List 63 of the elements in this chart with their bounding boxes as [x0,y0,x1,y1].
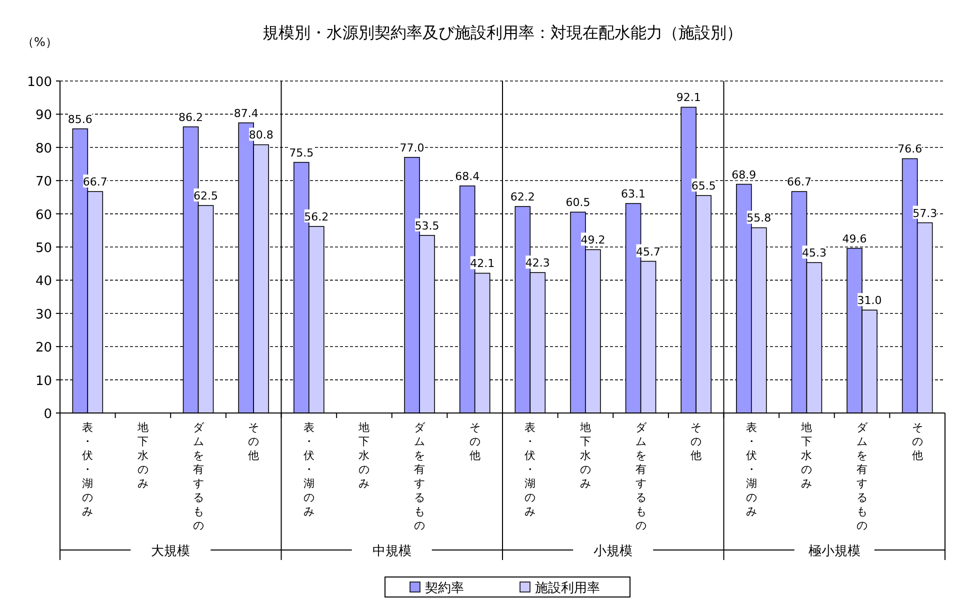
data-label: 57.3 [912,206,938,220]
data-label: 56.2 [304,210,329,224]
x-tick-label: 地下水のみ [136,421,148,490]
x-tick-label: 地下水のみ [358,421,370,490]
data-label: 42.1 [470,257,495,270]
data-label: 68.9 [732,168,756,182]
data-label: 76.6 [898,142,922,156]
x-tick-label: 地下水のみ [578,421,591,490]
text: 小規模 [594,544,633,559]
data-label: 86.2 [178,110,204,124]
data-label: 66.7 [82,176,108,189]
data-label: 45.3 [802,246,826,260]
x-tick-label: その他 [912,421,923,462]
y-tick-label: 60 [35,208,52,223]
data-label: 65.5 [691,180,716,193]
data-label: 63.1 [621,188,646,201]
text: 大規模 [151,544,190,559]
data-label: 62.5 [194,190,218,202]
y-tick-label: 70 [35,174,52,190]
x-tick-label: ダムを有するもの [635,421,648,532]
x-tick-label: その他 [469,421,480,462]
data-label: 80.8 [248,128,274,142]
y-tick-label: 20 [35,340,52,356]
data-label: 55.8 [746,212,772,225]
text: 中規模 [372,544,412,559]
chart-title: 規模別・水源別契約率及び施設利用率：対現在配水能力（施設別） [262,23,742,42]
data-label: 77.0 [400,141,424,154]
y-tick-label: 80 [35,141,52,156]
x-tick-label: ダムを有するもの [414,421,426,532]
y-tick-label: 40 [35,274,52,290]
data-label: 75.5 [289,146,314,160]
data-label: 87.4 [234,106,258,120]
y-tick-label: 90 [35,108,52,124]
data-label: 45.7 [636,245,661,258]
data-label: 49.6 [842,232,867,246]
legend-label: 施設利用率 [535,580,600,596]
y-tick-label: 50 [35,241,52,256]
text: 極小規模 [808,544,860,559]
y-axis-title: （%） [22,35,58,49]
data-label: 31.0 [857,294,882,308]
data-label: 92.1 [676,91,701,104]
x-tick-label: 表・伏・湖のみ [746,421,757,518]
data-label: 66.7 [786,176,812,189]
x-tick-label: ダムを有するもの [856,421,869,532]
x-tick-label: その他 [248,421,260,462]
y-tick-label: 0 [44,407,52,422]
x-tick-label: 表・伏・湖のみ [303,421,314,518]
data-label: 62.2 [510,190,535,204]
x-tick-label: その他 [690,421,702,462]
data-label: 85.6 [68,112,92,126]
data-label: 53.5 [414,219,440,232]
x-tick-label: ダムを有するもの [192,421,205,532]
y-tick-label: 100 [27,75,52,90]
data-label: 68.4 [455,170,480,183]
x-tick-label: 地下水のみ [800,421,812,490]
y-tick-label: 30 [35,307,52,322]
x-tick-label: 表・伏・湖のみ [524,421,536,518]
data-label: 42.3 [525,256,550,270]
y-tick-label: 10 [35,374,52,389]
data-label: 60.5 [566,196,590,210]
legend-label: 契約率 [425,580,464,596]
data-label: 49.2 [580,234,606,247]
x-tick-label: 表・伏・湖のみ [82,421,94,518]
